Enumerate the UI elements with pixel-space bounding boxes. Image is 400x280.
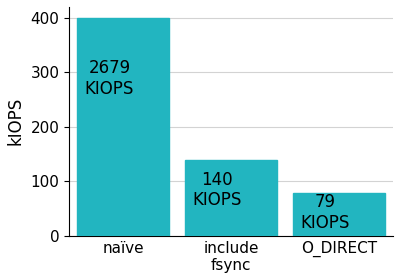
Text: 2679
KIOPS: 2679 KIOPS: [85, 59, 134, 98]
Bar: [185, 160, 277, 236]
Text: 140
KIOPS: 140 KIOPS: [193, 171, 242, 209]
Y-axis label: kIOPS: kIOPS: [7, 97, 25, 146]
Text: 79
KIOPS: 79 KIOPS: [301, 193, 350, 232]
Bar: [77, 18, 169, 236]
Bar: [293, 193, 385, 236]
